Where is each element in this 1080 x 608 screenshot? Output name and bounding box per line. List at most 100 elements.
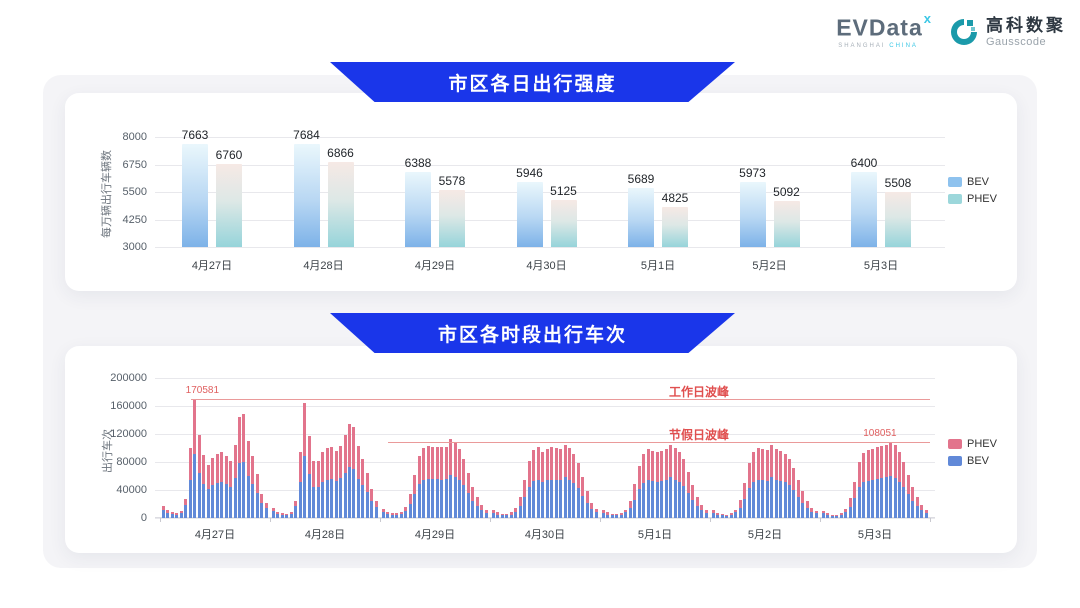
banner-ribbon-shape [330,62,735,102]
phev-segment [188,448,192,480]
phev-segment [660,450,664,481]
hour-bar [466,472,470,518]
hour-bar [435,446,439,518]
phev-segment [826,513,830,515]
phev-segment [628,500,632,509]
bev-segment [453,476,457,518]
phev-segment [633,484,637,500]
phev-segment [559,449,563,481]
hour-bar [532,450,536,518]
bev-segment [770,477,774,518]
phev-segment [399,511,403,514]
bar-phev-5月1日 [662,206,688,247]
phev-segment [567,448,571,480]
banner-hourly-trips: 市区各时段出行车次 [330,313,735,353]
hour-bar [590,502,594,518]
bev-segment [725,515,729,518]
hour-bar [752,451,756,518]
hour-bar [792,467,796,518]
phev-segment [475,497,479,507]
bev-segment [563,477,567,518]
gridline [155,192,945,193]
bev-segment [839,514,843,518]
bev-segment [830,515,834,518]
phev-segment [637,465,641,490]
bev-segment [572,483,576,518]
phev-segment [356,445,360,479]
bev-segment [637,489,641,518]
bev-segment [330,478,334,518]
hour-bar [390,513,394,518]
hour-bar [567,448,571,518]
legend-item-bev[interactable]: BEV [948,176,997,188]
phev-segment [871,448,875,481]
phev-segment [642,453,646,483]
hour-bar [325,448,329,518]
phev-segment [805,500,809,509]
hour-bar [518,497,522,518]
bev-segment [880,478,884,518]
bev-segment [509,514,513,518]
legend-item-phev[interactable]: PHEV [948,193,997,205]
legend-item-bev[interactable]: BEV [948,455,997,467]
phev-segment [370,488,374,501]
hour-bar [545,449,549,518]
hour-bar [738,499,742,518]
phev-segment [289,511,293,514]
bev-segment [417,484,421,518]
hour-bar [866,450,870,518]
hour-bar [884,444,888,518]
hour-bar [237,416,241,518]
hour-bar [743,483,747,518]
phev-segment [848,498,852,507]
bev-segment [404,510,408,518]
hour-bar [814,511,818,518]
phev-segment [765,450,769,481]
phev-segment [220,451,224,482]
phev-segment [404,506,408,511]
hour-bar [193,398,197,518]
bev-segment [884,477,888,518]
bev-segment [220,481,224,518]
phev-segment [321,451,325,482]
phev-segment [237,416,241,464]
hour-bar [260,493,264,518]
phev-segment [294,500,298,507]
phev-segment [906,474,910,495]
hour-bar [480,505,484,518]
bev-segment [866,480,870,518]
phev-segment [197,434,201,474]
hour-bar [523,479,527,518]
hour-bar [624,509,628,518]
hour-bar [307,436,311,518]
hour-bar [826,513,830,518]
hour-bar [170,512,174,518]
bev-segment [691,499,695,518]
bev-segment [801,503,805,518]
x-axis-label-4月27日: 4月27日 [191,260,233,272]
hour-bar [924,509,928,518]
bev-segment [356,478,360,518]
bev-segment [682,485,686,518]
hour-bar [475,497,479,518]
bev-segment [431,478,435,518]
phev-segment [264,502,268,509]
phev-segment [193,398,197,455]
hour-bar [734,509,738,518]
day-boundary-tick [490,518,491,522]
bev-segment [179,513,183,518]
hour-bar [188,448,192,518]
legend-item-phev[interactable]: PHEV [948,438,997,450]
phev-segment [280,513,284,515]
bar-value-bev: 5689 [627,171,655,186]
hour-bar [677,452,681,518]
bev-segment [193,454,197,518]
bev-segment [628,508,632,518]
hour-bar [559,449,563,518]
phev-segment [523,479,527,497]
bev-segment [255,492,259,518]
phev-segment [857,462,861,488]
hour-bar [637,465,641,518]
header-logos: EVDatax SHANGHAI CHINA 高科数聚 Gausscode [836,12,1066,49]
hour-bar [184,499,188,518]
